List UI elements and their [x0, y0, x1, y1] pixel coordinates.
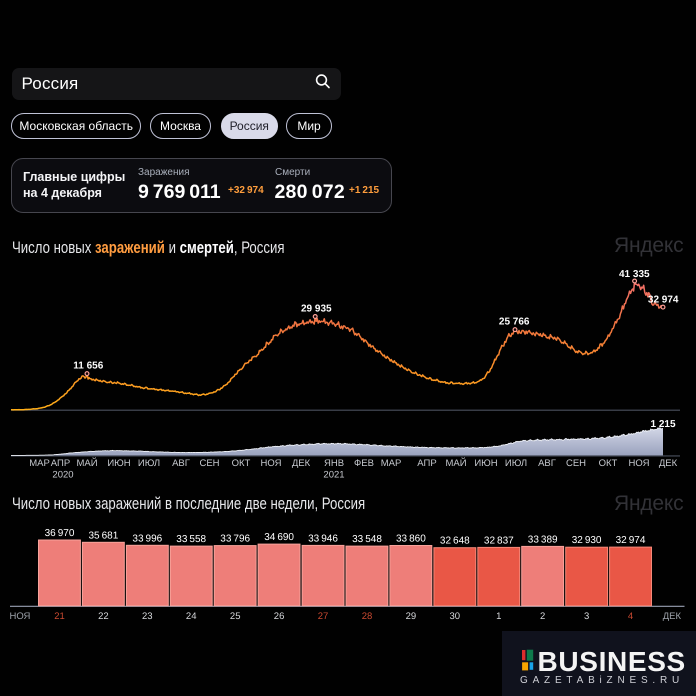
svg-text:МАЙ: МАЙ [76, 457, 97, 469]
svg-text:29: 29 [406, 611, 417, 622]
svg-text:25: 25 [230, 611, 241, 622]
svg-text:32 974: 32 974 [616, 535, 646, 546]
svg-text:ФЕВ: ФЕВ [354, 458, 374, 469]
svg-text:33 946: 33 946 [308, 533, 338, 544]
svg-text:2: 2 [540, 611, 545, 622]
svg-text:35 681: 35 681 [88, 530, 118, 541]
svg-text:27: 27 [318, 611, 329, 622]
svg-text:29 935: 29 935 [301, 303, 332, 314]
svg-text:26: 26 [274, 611, 285, 622]
svg-text:4: 4 [628, 611, 633, 622]
svg-text:ИЮН: ИЮН [107, 458, 130, 469]
svg-text:ДЕК: ДЕК [659, 458, 678, 469]
svg-text:32 837: 32 837 [484, 535, 514, 546]
svg-text:11 656: 11 656 [73, 360, 103, 371]
svg-text:22: 22 [98, 611, 109, 622]
svg-text:ЯНВ: ЯНВ [324, 458, 344, 469]
svg-text:33 796: 33 796 [220, 534, 250, 545]
svg-text:АВГ: АВГ [538, 458, 556, 469]
svg-text:33 548: 33 548 [352, 534, 382, 545]
svg-text:МАР: МАР [29, 458, 50, 469]
svg-text:НОЯ: НОЯ [261, 458, 282, 469]
svg-text:ИЮН: ИЮН [474, 458, 497, 469]
svg-text:3: 3 [584, 611, 589, 622]
svg-text:1: 1 [496, 611, 501, 622]
svg-text:МАЙ: МАЙ [445, 457, 466, 469]
svg-text:36 970: 36 970 [45, 528, 75, 539]
svg-text:32 930: 32 930 [572, 535, 602, 546]
svg-text:21: 21 [54, 611, 65, 622]
svg-text:АПР: АПР [51, 458, 70, 469]
svg-text:1 215: 1 215 [650, 419, 675, 430]
svg-text:ИЮЛ: ИЮЛ [505, 458, 527, 469]
svg-text:АВГ: АВГ [172, 458, 190, 469]
svg-text:ИЮЛ: ИЮЛ [138, 458, 160, 469]
svg-text:30: 30 [450, 611, 461, 622]
svg-text:ОКТ: ОКТ [599, 458, 618, 469]
svg-text:33 389: 33 389 [528, 534, 558, 545]
svg-text:АПР: АПР [417, 458, 436, 469]
svg-text:2020: 2020 [52, 470, 73, 481]
svg-text:НОЯ: НОЯ [10, 611, 31, 622]
svg-text:ДЕК: ДЕК [663, 611, 682, 622]
svg-text:28: 28 [362, 611, 373, 622]
svg-text:МАР: МАР [381, 458, 402, 469]
svg-text:33 558: 33 558 [176, 534, 206, 545]
svg-text:СЕН: СЕН [566, 458, 586, 469]
svg-text:34 690: 34 690 [264, 532, 294, 543]
svg-text:СЕН: СЕН [199, 458, 219, 469]
svg-text:24: 24 [186, 611, 197, 622]
svg-text:НОЯ: НОЯ [629, 458, 650, 469]
svg-text:ОКТ: ОКТ [232, 458, 251, 469]
svg-text:33 860: 33 860 [396, 534, 426, 545]
svg-text:33 996: 33 996 [132, 533, 162, 544]
svg-text:32 648: 32 648 [440, 536, 470, 547]
svg-text:23: 23 [142, 611, 153, 622]
svg-text:25 766: 25 766 [499, 316, 530, 327]
svg-text:41 335: 41 335 [619, 269, 650, 280]
svg-text:32 974: 32 974 [648, 294, 679, 305]
svg-text:ДЕК: ДЕК [292, 458, 311, 469]
svg-text:2021: 2021 [323, 470, 344, 481]
